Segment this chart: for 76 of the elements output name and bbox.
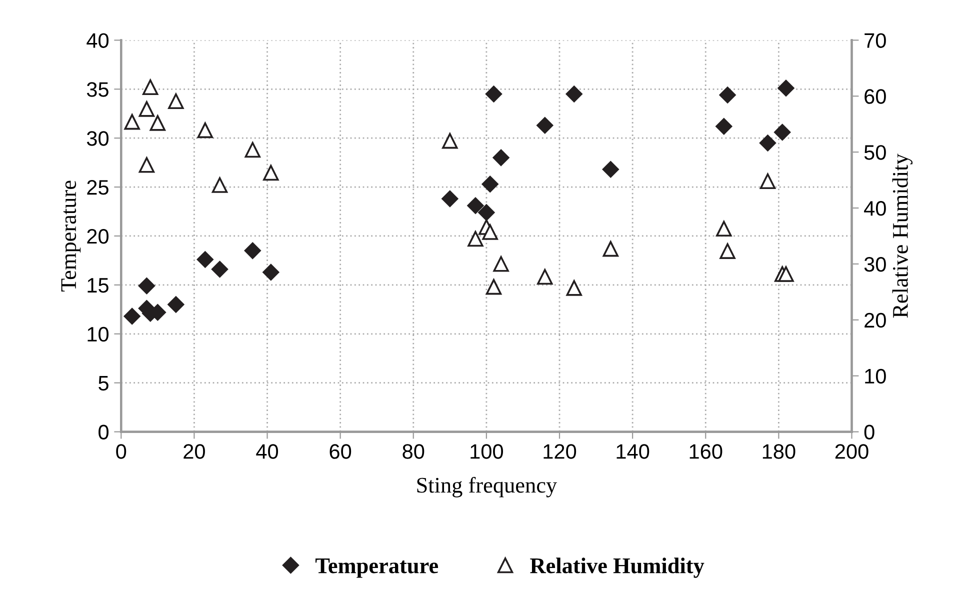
point — [602, 241, 618, 257]
x-tick-label: 140 — [616, 444, 650, 459]
y-tick-label: 30 — [86, 131, 109, 146]
point — [196, 251, 214, 268]
point — [262, 264, 280, 281]
y-tick-label: 35 — [86, 82, 108, 97]
point — [478, 204, 495, 221]
y-tick-label: 5 — [98, 376, 108, 391]
point — [211, 260, 228, 278]
point — [720, 243, 736, 259]
y-tick-label: 25 — [87, 180, 108, 195]
y-tick-label: 40 — [86, 33, 109, 48]
legend-label: Temperature — [315, 558, 438, 578]
point — [566, 86, 583, 102]
point — [168, 93, 184, 110]
y-tick-label: 10 — [88, 326, 109, 342]
x-axis-title: Sting frequency — [417, 476, 558, 498]
x-tick-label: 200 — [835, 444, 868, 459]
point — [486, 279, 502, 295]
point — [124, 308, 140, 325]
point — [138, 157, 155, 173]
y2-tick-label: 30 — [864, 256, 886, 272]
point — [138, 101, 155, 117]
y2-tick-label: 10 — [865, 368, 886, 384]
y-tick-label: 0 — [98, 424, 109, 440]
x-tick-label: 120 — [544, 444, 576, 459]
point — [492, 149, 510, 166]
y2-tick-label: 60 — [864, 89, 886, 104]
x-tick-label: 20 — [184, 444, 205, 459]
x-tick-label: 60 — [330, 444, 352, 459]
point — [467, 197, 484, 214]
point — [150, 115, 166, 131]
point — [566, 280, 582, 296]
point — [263, 164, 279, 181]
point — [138, 278, 156, 294]
x-tick-label: 80 — [402, 444, 424, 459]
point — [778, 80, 794, 97]
y2-axis-title: Relative Humidity — [892, 154, 912, 318]
point — [124, 114, 140, 130]
y2-tick-label: 40 — [864, 201, 886, 216]
y2-tick-label: 20 — [864, 312, 886, 328]
point — [774, 124, 791, 141]
x-tick-label: 160 — [690, 444, 722, 459]
point — [716, 220, 732, 237]
y-axis-title: Temperature — [61, 180, 81, 292]
point — [602, 161, 620, 178]
point — [536, 116, 554, 134]
point — [244, 142, 260, 158]
point — [212, 177, 228, 193]
point — [482, 224, 498, 240]
y2-tick-label: 0 — [864, 424, 874, 440]
x-tick-label: 180 — [762, 444, 796, 459]
y2-tick-label: 70 — [864, 33, 886, 48]
point — [441, 190, 458, 208]
y-tick-label: 15 — [88, 278, 108, 293]
point — [778, 266, 794, 282]
point — [168, 296, 184, 313]
point — [493, 256, 509, 272]
legend-label: Relative Humidity — [530, 558, 704, 578]
point — [485, 86, 502, 102]
point — [760, 173, 776, 190]
x-tick-label: 0 — [116, 444, 126, 459]
x-tick-label: 100 — [470, 444, 504, 459]
point — [468, 230, 484, 247]
point — [244, 242, 262, 260]
y2-tick-label: 50 — [864, 145, 886, 160]
point — [537, 268, 553, 285]
point — [719, 86, 736, 104]
point — [197, 122, 213, 138]
point — [442, 133, 458, 149]
point — [482, 176, 499, 193]
point — [715, 118, 732, 135]
y-tick-label: 20 — [87, 228, 109, 244]
point — [759, 134, 776, 152]
x-tick-label: 40 — [256, 444, 278, 459]
point — [142, 79, 158, 96]
